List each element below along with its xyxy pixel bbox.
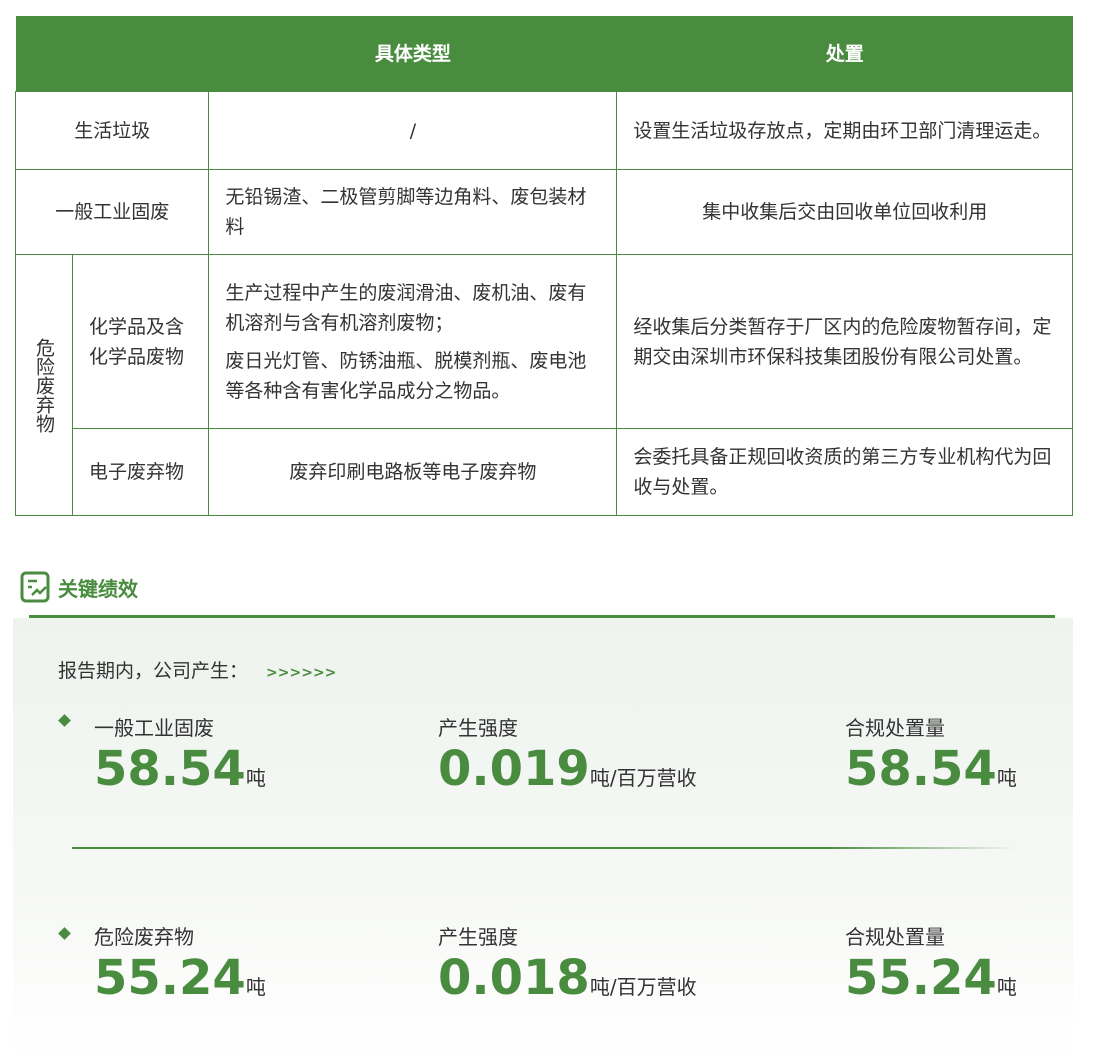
kpi-label: 危险废弃物	[94, 925, 194, 949]
section-divider	[29, 615, 1055, 618]
cell-disposal: 经收集后分类暂存于厂区内的危险废物暂存间，定期交由深圳市环保科技集团股份有限公司…	[616, 254, 1073, 429]
kpi-compliant: 合规处置量 55.24吨	[845, 921, 1017, 1015]
kpi-unit: 吨	[996, 766, 1017, 790]
cell-category: 一般工业固废	[14, 169, 210, 255]
cell-category: 电子废弃物	[71, 428, 210, 516]
cell-category: 生活垃圾	[14, 91, 210, 170]
kpi-value: 0.019	[438, 741, 590, 797]
cell-hazardous: 危险废弃物	[15, 254, 73, 516]
table-row: 电子废弃物 废弃印刷电路板等电子废弃物 会委托具备正规回收资质的第三方专业机构代…	[16, 428, 1073, 516]
header-type: 具体类型	[208, 16, 617, 92]
kpi-label: 产生强度	[438, 716, 518, 740]
cell-type: 无铅锡渣、二极管剪脚等边角料、废包装材料	[208, 169, 618, 255]
waste-table: 具体类型 处置 生活垃圾 / 设置生活垃圾存放点，定期由环卫部门清理运走。 一般…	[14, 16, 1073, 516]
kpi-intensity: 产生强度 0.019吨/百万营收	[438, 712, 697, 806]
kpi-value: 58.54	[845, 741, 997, 797]
table-header: 具体类型 处置	[15, 16, 1073, 92]
kpi-label: 合规处置量	[845, 925, 945, 949]
intro-text: 报告期内，公司产生： >>>>>>	[58, 656, 336, 683]
kpi-separator	[72, 847, 1017, 849]
cell-disposal: 会委托具备正规回收资质的第三方专业机构代为回收与处置。	[616, 428, 1073, 516]
table-row: 危险废弃物 化学品及含化学品废物 生产过程中产生的废润滑油、废机油、废有机溶剂与…	[15, 254, 1073, 516]
header-blank	[15, 16, 209, 92]
cell-disposal: 设置生活垃圾存放点，定期由环卫部门清理运走。	[616, 91, 1073, 170]
arrows-decoration: >>>>>>	[266, 665, 337, 681]
kpi-label: 合规处置量	[845, 716, 945, 740]
kpi-value: 0.018	[438, 950, 590, 1006]
cell-category: 化学品及含化学品废物	[71, 254, 210, 429]
kpi-unit: 吨	[245, 766, 266, 790]
chart-report-icon	[20, 571, 50, 603]
type-line: 废日光灯管、防锈油瓶、脱模剂瓶、废电池等各种含有害化学品成分之物品。	[225, 349, 587, 402]
kpi-value: 55.24	[845, 950, 997, 1006]
kpi-general-waste: 一般工业固废 58.54吨	[94, 712, 266, 806]
kpi-value: 58.54	[94, 741, 246, 797]
kpi-value: 55.24	[94, 950, 246, 1006]
kpi-unit: 吨/百万营收	[589, 766, 697, 790]
section-title: 关键绩效	[20, 571, 138, 603]
section-title-text: 关键绩效	[58, 576, 138, 601]
kpi-label: 一般工业固废	[94, 716, 214, 740]
cell-disposal: 集中收集后交由回收单位回收利用	[616, 169, 1073, 255]
cell-type: /	[208, 91, 618, 170]
header-disposal: 处置	[616, 16, 1073, 92]
table-row: 一般工业固废 无铅锡渣、二极管剪脚等边角料、废包装材料 集中收集后交由回收单位回…	[14, 169, 1073, 255]
kpi-label: 产生强度	[438, 925, 518, 949]
kpi-panel	[13, 618, 1073, 1060]
kpi-unit: 吨	[245, 975, 266, 999]
kpi-intensity: 产生强度 0.018吨/百万营收	[438, 921, 697, 1015]
kpi-unit: 吨	[996, 975, 1017, 999]
cell-type: 生产过程中产生的废润滑油、废机油、废有机溶剂与含有机溶剂废物； 废日光灯管、防锈油…	[208, 254, 618, 429]
kpi-unit: 吨/百万营收	[589, 975, 697, 999]
type-line: 生产过程中产生的废润滑油、废机油、废有机溶剂与含有机溶剂废物；	[225, 281, 587, 334]
intro-label: 报告期内，公司产生：	[58, 660, 249, 682]
kpi-hazardous-waste: 危险废弃物 55.24吨	[94, 921, 266, 1015]
cell-type: 废弃印刷电路板等电子废弃物	[208, 428, 618, 516]
kpi-compliant: 合规处置量 58.54吨	[845, 712, 1017, 806]
table-row: 生活垃圾 / 设置生活垃圾存放点，定期由环卫部门清理运走。	[14, 91, 1073, 170]
